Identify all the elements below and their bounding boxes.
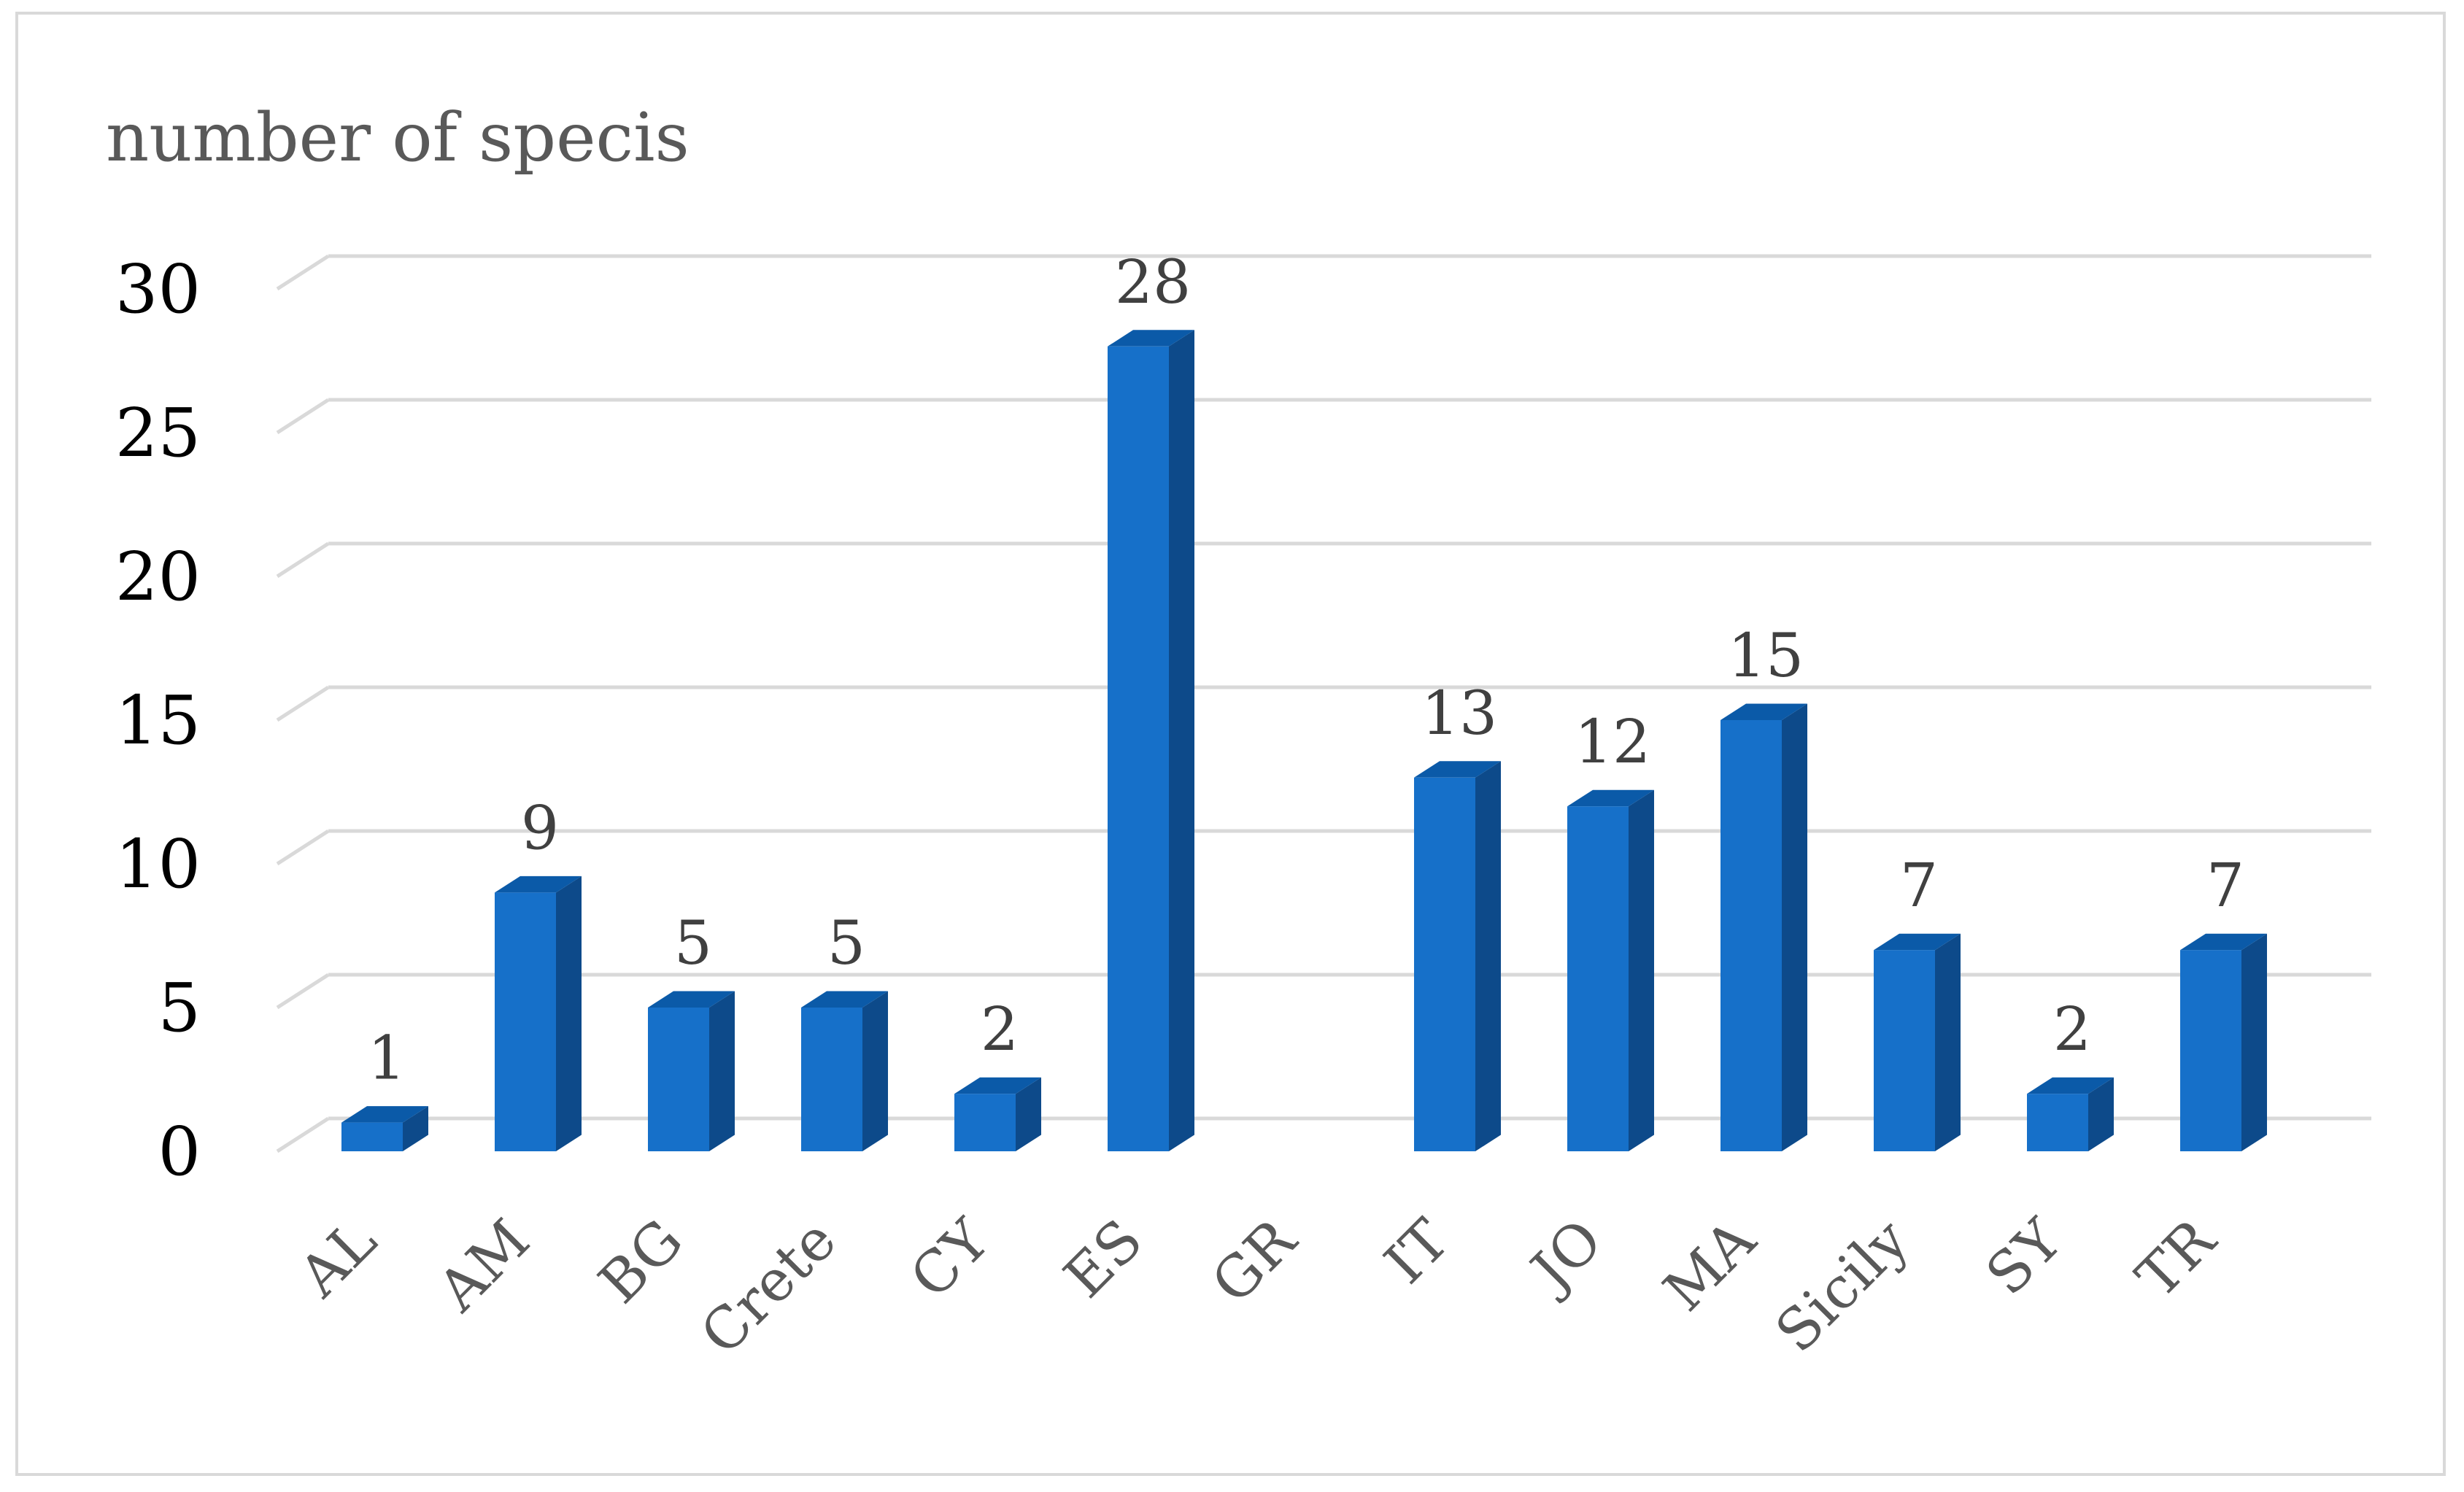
bar-front	[1720, 720, 1782, 1151]
bar-top	[1874, 933, 1961, 951]
x-tick-label: AM	[425, 1207, 543, 1325]
bars	[341, 330, 2267, 1151]
bar-side	[1169, 330, 1194, 1151]
bar-front	[2027, 1094, 2088, 1151]
bar-top	[2027, 1077, 2114, 1094]
gridline-depth	[276, 541, 330, 579]
y-tick-label: 30	[115, 250, 201, 328]
bar	[1414, 761, 1501, 1151]
bar-top	[648, 991, 735, 1008]
data-label: 12	[1575, 708, 1650, 777]
bar-front	[1108, 346, 1169, 1151]
data-label: 28	[1115, 248, 1191, 317]
bar-front	[1414, 777, 1475, 1151]
data-label: 9	[521, 794, 559, 863]
gridline-depth	[276, 829, 330, 866]
x-tick-label: CY	[898, 1207, 1003, 1311]
bar-front	[1567, 806, 1629, 1151]
bar-top	[1108, 330, 1194, 347]
bar	[801, 991, 888, 1151]
bar	[1567, 789, 1654, 1151]
x-tick-label: BG	[587, 1207, 695, 1316]
bar-side	[403, 1106, 428, 1151]
bar-side	[862, 991, 888, 1151]
data-label: 7	[2206, 851, 2244, 921]
data-label: 7	[1900, 851, 1938, 921]
gridline-depth	[276, 398, 330, 435]
chart-title: number of specis	[106, 98, 690, 177]
bar	[1874, 933, 1961, 1151]
data-label: 5	[827, 909, 865, 978]
bar-top	[1567, 789, 1654, 807]
bar-side	[2088, 1077, 2114, 1151]
x-tick-label: TR	[2124, 1206, 2229, 1311]
bar-side	[556, 876, 582, 1151]
bar-top	[954, 1077, 1041, 1094]
bar-side	[709, 991, 735, 1151]
bar-top	[341, 1106, 428, 1123]
bar-top	[1720, 703, 1807, 720]
gridline-depth	[276, 1116, 330, 1153]
bar-side	[1782, 703, 1807, 1151]
x-tick-label: JO	[1516, 1207, 1615, 1307]
bar-front	[801, 1008, 862, 1151]
y-tick-label: 20	[115, 538, 201, 616]
y-tick-label: 5	[158, 969, 201, 1047]
bar-front	[341, 1122, 403, 1151]
data-label: 15	[1728, 622, 1804, 691]
bar	[648, 991, 735, 1151]
data-labels: 1 9 5 5 2 28 13 12 15 7 2 7	[368, 248, 2244, 1094]
bar-side	[1016, 1077, 1041, 1151]
bar	[1720, 703, 1807, 1151]
gridline-depth	[276, 685, 330, 722]
x-tick-label: MA	[1651, 1207, 1769, 1324]
bar-front	[495, 892, 556, 1151]
x-tick-label: Sicily	[1764, 1207, 1921, 1365]
data-label: 5	[674, 909, 712, 978]
x-tick-label: IT	[1372, 1207, 1461, 1296]
x-tick-label: Crete	[689, 1207, 849, 1368]
gridline-depth	[276, 254, 330, 291]
y-tick-label: 15	[115, 681, 201, 759]
bar-side	[1629, 789, 1654, 1151]
bar-front	[1874, 950, 1935, 1151]
data-label: 13	[1421, 679, 1497, 749]
bar-side	[1935, 933, 1961, 1151]
gridline-depth	[276, 973, 330, 1010]
bar-top	[495, 876, 582, 893]
bar-front	[2180, 950, 2241, 1151]
data-label: 1	[368, 1024, 406, 1094]
bar	[2180, 933, 2267, 1151]
data-label: 2	[2053, 995, 2091, 1064]
bar-front	[648, 1008, 709, 1151]
bar	[341, 1106, 428, 1151]
x-tick-label: AL	[287, 1207, 390, 1310]
bar-side	[2241, 933, 2267, 1151]
bar	[1108, 330, 1194, 1151]
x-tick-label: SY	[1974, 1207, 2076, 1308]
y-tick-label: 25	[115, 394, 201, 472]
data-label: 2	[981, 995, 1019, 1064]
bar-side	[1475, 761, 1501, 1151]
bar-top	[2180, 933, 2267, 951]
bar	[495, 876, 582, 1151]
x-tick-label: GR	[1200, 1206, 1310, 1316]
y-axis-ticks: 0 5 10 15 20 25 30	[115, 250, 201, 1191]
y-tick-label: 0	[158, 1113, 201, 1191]
bar-top	[1414, 761, 1501, 778]
bar-front	[954, 1094, 1016, 1151]
x-tick-label: ES	[1052, 1207, 1156, 1311]
bar-top	[801, 991, 888, 1008]
bar	[954, 1077, 1041, 1151]
y-tick-label: 10	[115, 825, 201, 903]
bar	[2027, 1077, 2114, 1151]
